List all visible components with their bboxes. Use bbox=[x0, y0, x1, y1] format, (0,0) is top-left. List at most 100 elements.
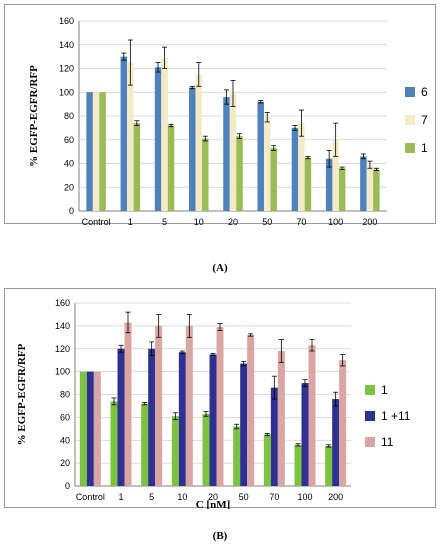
undefined-bar bbox=[223, 97, 230, 211]
undefined-bar bbox=[325, 158, 333, 211]
undefined-bar bbox=[216, 327, 224, 486]
undefined-ytick-label: 20 bbox=[60, 458, 70, 468]
undefined-legend-swatch bbox=[365, 437, 375, 447]
undefined-ytick-label: 40 bbox=[64, 159, 74, 169]
undefined-bar bbox=[79, 371, 87, 486]
undefined-xtick-label: 50 bbox=[262, 217, 272, 225]
undefined-bar bbox=[263, 434, 271, 486]
undefined-bar bbox=[294, 444, 302, 486]
undefined-bar bbox=[339, 360, 347, 486]
undefined-ytick-label: 120 bbox=[55, 344, 70, 354]
undefined-bar bbox=[86, 92, 93, 211]
undefined-bar bbox=[185, 325, 193, 486]
undefined-ytick-label: 20 bbox=[64, 182, 74, 192]
chart-b: 0 20 40 60 80 100 120 140 160 Control 1 5 10 20 50 70 10… bbox=[4, 288, 436, 509]
undefined-ytick-label: 100 bbox=[59, 87, 74, 97]
undefined-ytick-label: 120 bbox=[59, 64, 74, 74]
undefined-bar bbox=[291, 127, 299, 211]
undefined-bar bbox=[298, 123, 305, 211]
undefined-ytick-label: 160 bbox=[55, 298, 70, 308]
undefined-ytick-label: 60 bbox=[64, 135, 74, 145]
undefined-xtick-label: 100 bbox=[297, 492, 312, 502]
undefined-ytick-label: 160 bbox=[59, 16, 74, 26]
undefined-bar bbox=[93, 371, 101, 486]
undefined-bar bbox=[155, 325, 163, 486]
undefined-ytick-label: 0 bbox=[69, 206, 74, 216]
undefined-xtick-label: 200 bbox=[362, 217, 377, 225]
undefined-ytick-label: 0 bbox=[65, 481, 70, 491]
undefined-bar bbox=[373, 169, 380, 211]
undefined-bar bbox=[301, 383, 309, 486]
undefined-bar bbox=[332, 399, 340, 486]
undefined-bar bbox=[308, 345, 316, 486]
undefined-ytick-label: 140 bbox=[59, 40, 74, 50]
undefined-xtick-label: 200 bbox=[328, 492, 343, 502]
undefined-bar bbox=[189, 87, 196, 211]
undefined-ytick-label: 80 bbox=[64, 111, 74, 121]
chart-a: 0 20 40 60 80 100 120 140 160 Control 1 5 10 20 50 70 10… bbox=[4, 4, 436, 225]
undefined-x-axis-title: C [nM] bbox=[196, 499, 231, 509]
undefined-bar bbox=[332, 139, 339, 211]
undefined-bar bbox=[148, 348, 156, 486]
undefined-legend-swatch bbox=[365, 385, 375, 395]
undefined-legend-label: 1 bbox=[421, 141, 428, 155]
undefined-bar bbox=[178, 352, 186, 486]
undefined-bar bbox=[270, 148, 277, 211]
undefined-bar bbox=[110, 401, 118, 486]
undefined-legend-label: 7 bbox=[421, 113, 428, 127]
undefined-bar bbox=[236, 136, 243, 211]
undefined-ytick-label: 80 bbox=[60, 390, 70, 400]
undefined-xtick-label: 10 bbox=[194, 217, 204, 225]
undefined-ytick-label: 60 bbox=[60, 412, 70, 422]
undefined-xtick-label: 70 bbox=[269, 492, 279, 502]
chart-a-svg: 0 20 40 60 80 100 120 140 160 Control 1 5 10 20 50 70 10… bbox=[28, 16, 428, 225]
undefined-bar bbox=[263, 117, 271, 211]
undefined-xtick-label: 20 bbox=[228, 217, 238, 225]
undefined-bar bbox=[133, 123, 141, 211]
undefined-bar bbox=[304, 157, 312, 211]
undefined-bar bbox=[360, 156, 367, 211]
undefined-bar bbox=[247, 335, 255, 486]
undefined-bar bbox=[338, 168, 346, 211]
undefined-xtick-label: Control bbox=[76, 492, 105, 502]
undefined-bar bbox=[277, 351, 285, 486]
undefined-bar bbox=[202, 138, 209, 211]
chart-a-panel-label: (A) bbox=[212, 262, 228, 274]
undefined-bar bbox=[257, 101, 264, 211]
undefined-legend-label: 1 +11 bbox=[381, 409, 411, 423]
undefined-bar bbox=[325, 445, 333, 486]
undefined-xtick-label: 10 bbox=[177, 492, 187, 502]
undefined-bar bbox=[141, 403, 149, 486]
undefined-xtick-label: 1 bbox=[128, 217, 133, 225]
undefined-ytick-label: 140 bbox=[55, 321, 70, 331]
chart-b-svg: 0 20 40 60 80 100 120 140 160 Control 1 5 10 20 50 70 10… bbox=[16, 298, 411, 509]
undefined-bar bbox=[154, 67, 162, 211]
undefined-bar bbox=[99, 92, 106, 211]
undefined-bar bbox=[92, 92, 100, 211]
undefined-legend-label: 11 bbox=[381, 435, 394, 449]
undefined-bar bbox=[120, 56, 128, 211]
undefined-bar bbox=[171, 416, 179, 486]
undefined-ytick-label: 40 bbox=[60, 435, 70, 445]
undefined-bar bbox=[127, 62, 134, 211]
undefined-xtick-label: 70 bbox=[296, 217, 306, 225]
undefined-bar bbox=[240, 363, 248, 486]
undefined-xtick-label: 5 bbox=[162, 217, 167, 225]
undefined-legend-label: 1 bbox=[381, 383, 388, 397]
undefined-bar bbox=[233, 426, 241, 486]
undefined-xtick-label: 100 bbox=[328, 217, 343, 225]
undefined-xtick-label: 20 bbox=[208, 492, 218, 502]
undefined-bar bbox=[209, 354, 217, 486]
undefined-bar bbox=[229, 93, 237, 211]
undefined-xtick-label: 5 bbox=[149, 492, 154, 502]
undefined-bar bbox=[117, 348, 125, 486]
undefined-bar bbox=[202, 413, 210, 486]
undefined-legend-swatch bbox=[365, 411, 375, 421]
undefined-legend-swatch bbox=[405, 87, 415, 97]
undefined-ytick-label: 100 bbox=[55, 367, 70, 377]
undefined-bar bbox=[366, 164, 374, 211]
chart-b-panel-label: (B) bbox=[212, 530, 228, 542]
undefined-xtick-label: Control bbox=[82, 217, 111, 225]
undefined-bar bbox=[270, 387, 278, 486]
undefined-xtick-label: 50 bbox=[239, 492, 249, 502]
